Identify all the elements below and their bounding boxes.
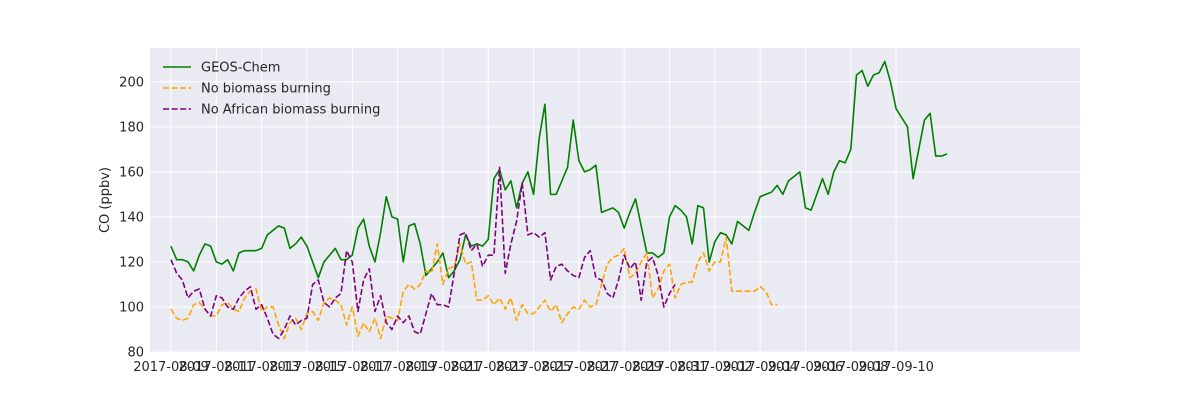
y-tick-label: 200	[119, 75, 144, 90]
y-tick-label: 80	[127, 346, 144, 361]
x-tick-label: 2017-09-04	[722, 360, 798, 375]
y-axis-label: CO (ppbv)	[98, 167, 113, 233]
x-tick-labels: 2017-08-092017-08-112017-08-132017-08-15…	[133, 360, 934, 375]
x-tick-label: 2017-08-21	[405, 360, 481, 375]
x-tick-label: 2017-09-10	[858, 360, 934, 375]
x-tick-label: 2017-08-27	[541, 360, 617, 375]
x-tick-label: 2017-09-02	[677, 360, 753, 375]
y-tick-label: 140	[119, 210, 144, 225]
legend: GEOS-Chem No biomass burning No African bi…	[163, 61, 380, 118]
x-tick-label: 2017-09-08	[813, 360, 889, 375]
x-tick-label: 2017-08-31	[632, 360, 708, 375]
x-tick-label: 2017-08-11	[179, 360, 255, 375]
series-line-no-biomass-burning	[170, 236, 778, 340]
x-tick-label: 2017-08-17	[314, 360, 390, 375]
x-tick-label: 2017-08-23	[450, 360, 526, 375]
grid-lines	[150, 48, 1080, 353]
y-tick-label: 120	[119, 255, 144, 270]
series-line-no-african-biomass-burning	[170, 166, 676, 340]
y-tick-labels: 80 100 120 140 160 180 200	[119, 75, 144, 360]
x-tick-label: 2017-08-13	[224, 360, 300, 375]
series-group	[170, 60, 948, 340]
x-tick-label: 2017-08-25	[496, 360, 572, 375]
x-tick-label: 2017-08-19	[360, 360, 436, 375]
x-tick-label: 2017-08-15	[269, 360, 345, 375]
x-tick-label: 2017-08-29	[586, 360, 662, 375]
legend-label: GEOS-Chem	[201, 61, 280, 76]
y-tick-label: 160	[119, 165, 144, 180]
x-tick-label: 2017-08-09	[133, 360, 209, 375]
y-tick-label: 180	[119, 120, 144, 135]
series-line-geos-chem	[170, 60, 948, 279]
legend-label: No biomass burning	[201, 82, 331, 97]
y-tick-label: 100	[119, 300, 144, 315]
plot-area	[150, 48, 1080, 352]
x-tick-label: 2017-09-06	[768, 360, 844, 375]
legend-label: No African biomass burning	[201, 103, 380, 118]
